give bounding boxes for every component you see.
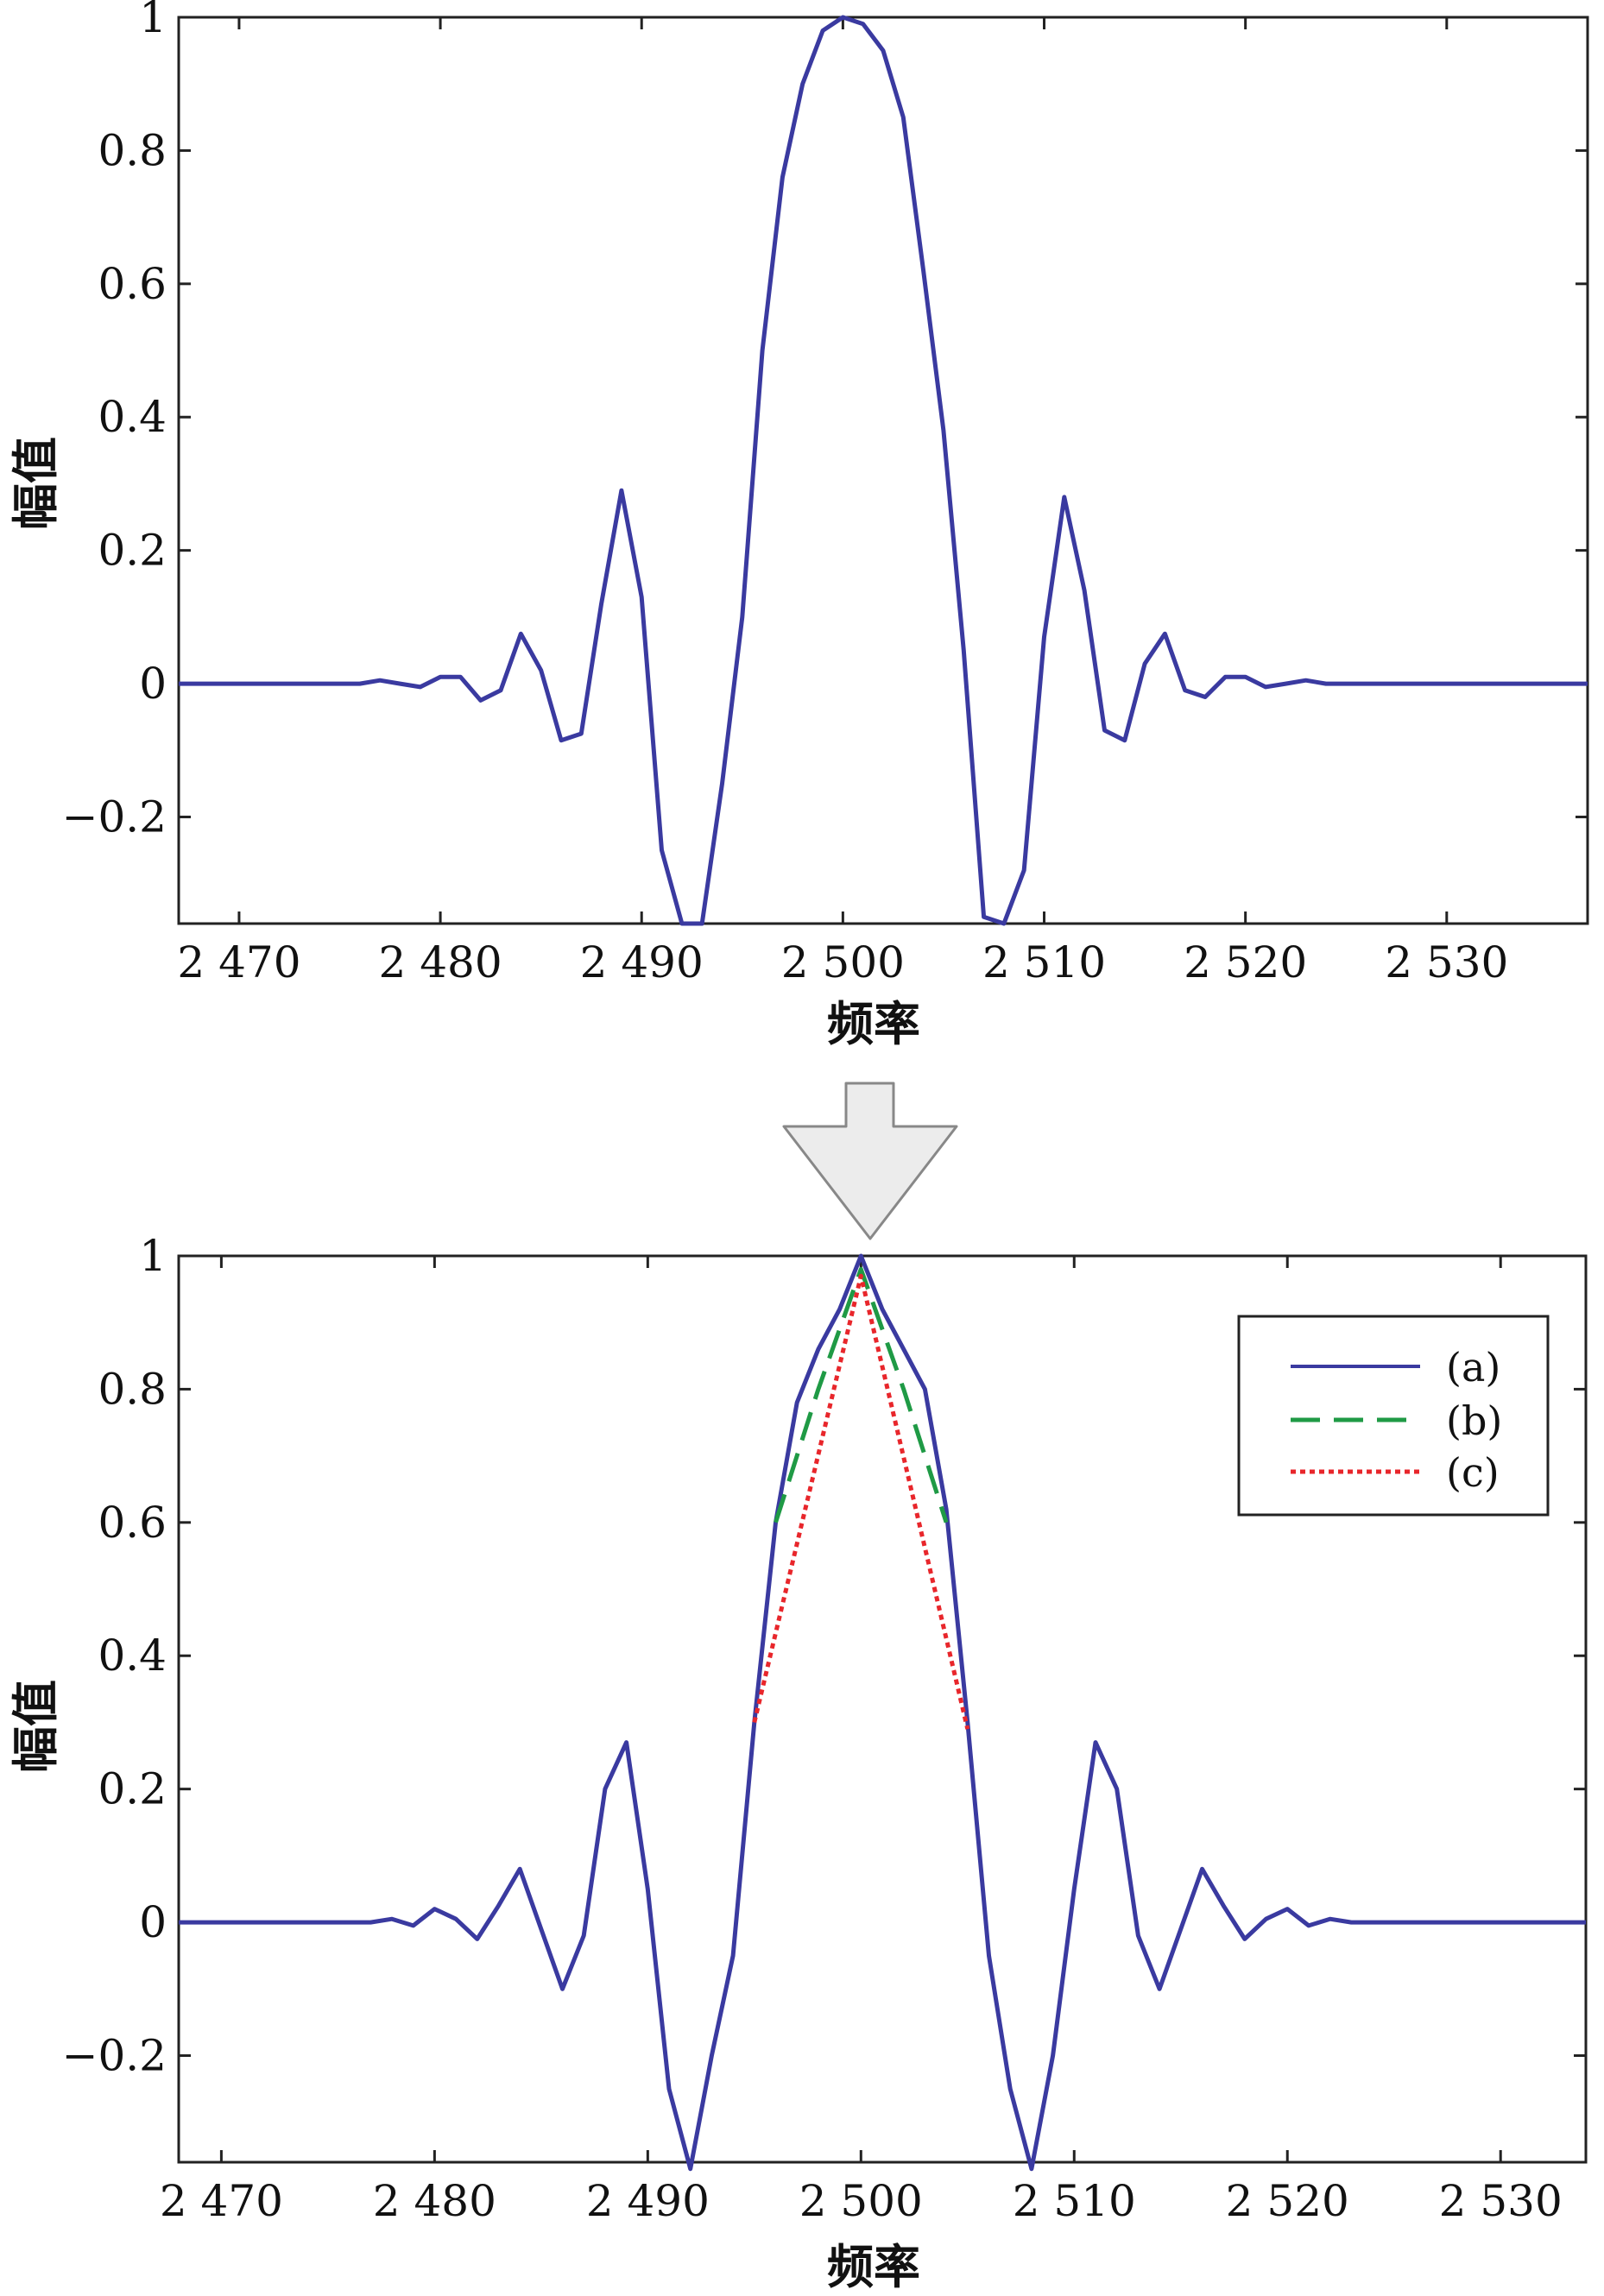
top-chart-y-tick-label: 0: [139, 659, 167, 709]
top-chart-y-tick-label: 0.8: [98, 125, 167, 175]
top-chart-y-tick-label: 0.4: [98, 392, 167, 442]
top-chart-y-tick-label: 1: [139, 0, 167, 42]
bottom-chart-x-tick-label: 2 510: [1013, 2176, 1136, 2226]
top-chart-y-tick-label: 0.2: [98, 526, 167, 576]
top-chart-series-line-a: [179, 15, 1588, 926]
bottom-chart-y-tick-label: 0: [139, 1897, 167, 1947]
legend-box: [1237, 1315, 1550, 1517]
bottom-chart-x-tick-label: 2 500: [799, 2176, 923, 2226]
legend-label-c: (c): [1446, 1449, 1500, 1496]
bottom-chart-series: [179, 1253, 1586, 2172]
legend: (a) (b) (c): [1237, 1315, 1550, 1517]
top-chart-x-axis-title: 频率: [827, 996, 920, 1051]
top-chart-x-tick-label: 2 490: [580, 937, 704, 987]
bottom-chart-y-tick-label: 0.4: [98, 1631, 167, 1681]
bottom-chart-plot-frame: [177, 1254, 1588, 2164]
top-chart-x-tick-label: 2 520: [1184, 937, 1307, 987]
bottom-chart-y-tick-label: 0.8: [98, 1364, 167, 1414]
top-chart-x-ticks: 2 470 2 480 2 490 2 500 2 510 2 520 2 530: [177, 17, 1508, 987]
top-chart: 10.80.60.40.20−0.2 2 470 2 480 2 490 2 500 2…: [8, 0, 1589, 1051]
bottom-chart-series-line-a: [179, 1253, 1586, 2172]
legend-label-b: (b): [1446, 1397, 1502, 1444]
bottom-chart-x-tick-label: 2 480: [373, 2176, 496, 2226]
bottom-chart-y-axis-title: 幅值: [8, 1680, 63, 1773]
top-chart-series: [179, 15, 1588, 926]
top-chart-x-tick-label: 2 470: [177, 937, 300, 987]
bottom-chart-y-tick-label: 1: [139, 1231, 167, 1281]
bottom-chart-x-ticks: 2 470 2 480 2 490 2 500 2 510 2 520 2 530: [160, 1256, 1563, 2226]
bottom-chart-x-tick-label: 2 530: [1439, 2176, 1563, 2226]
bottom-chart-x-tick-label: 2 520: [1226, 2176, 1349, 2226]
bottom-chart: 10.80.60.40.20−0.2 2 470 2 480 2 490 2 500 2…: [8, 1231, 1588, 2294]
bottom-chart-y-tick-label: 0.2: [98, 1764, 167, 1814]
top-chart-y-ticks: 1 0.8 0.6 0.4 0.2 0 −0.2: [62, 0, 1588, 842]
bottom-chart-x-tick-label: 2 490: [586, 2176, 710, 2226]
top-chart-y-axis-title: 幅值: [8, 437, 63, 530]
top-chart-x-tick-label: 2 530: [1385, 937, 1508, 987]
down-arrow-icon: [782, 1082, 958, 1240]
top-chart-plot-frame: [177, 16, 1589, 925]
top-chart-y-tick-label: −0.2: [62, 792, 167, 842]
bottom-chart-y-ticks: 1 0.8 0.6 0.4 0.2 0 −0.2: [62, 1231, 1586, 2080]
top-chart-x-tick-label: 2 510: [982, 937, 1106, 987]
top-chart-x-tick-label: 2 500: [781, 937, 905, 987]
bottom-chart-x-tick-label: 2 470: [160, 2176, 283, 2226]
legend-label-a: (a): [1446, 1344, 1500, 1391]
bottom-chart-series-line-c: [752, 1273, 970, 1730]
bottom-chart-y-tick-label: 0.6: [98, 1498, 167, 1548]
bottom-chart-series-line-b: [774, 1266, 949, 1523]
top-chart-x-tick-label: 2 480: [379, 937, 502, 987]
bottom-chart-y-tick-label: −0.2: [62, 2030, 167, 2080]
bottom-chart-x-axis-title: 频率: [827, 2239, 920, 2294]
top-chart-y-tick-label: 0.6: [98, 259, 167, 309]
